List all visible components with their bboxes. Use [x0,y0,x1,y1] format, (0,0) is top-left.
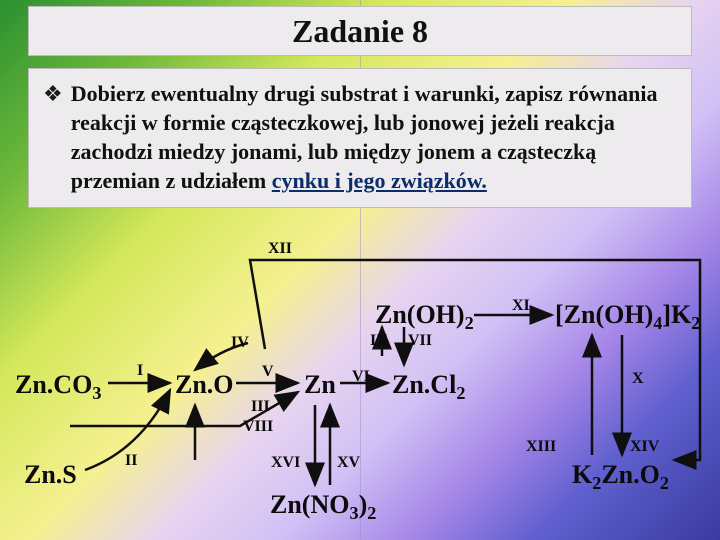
label-XI: XI [512,297,530,315]
label-II: II [125,452,137,470]
label-XII: XII [268,240,292,258]
body-box: ❖ Dobierz ewentualny drugi substrat i wa… [28,68,692,208]
label-VIII: VIII [243,418,273,436]
bullet-icon: ❖ [43,79,63,109]
label-VI: VI [352,368,370,386]
node-zn: Zn [304,370,336,400]
label-IV: IV [231,334,249,352]
label-V: V [262,363,274,381]
label-XVI: XVI [271,454,300,472]
label-VII: VII [408,332,432,350]
node-znoh4k2: [Zn(OH)4]K2 [555,300,700,334]
node-zno: Zn.O [175,370,234,400]
node-k2zno2: K2Zn.O2 [572,460,669,494]
body-underline: cynku i jego związków. [272,168,487,193]
title: Zadanie 8 [292,13,428,50]
label-III: III [251,398,270,416]
label-IX: IX [370,332,388,350]
body-text: Dobierz ewentualny drugi substrat i waru… [71,79,677,195]
label-X: X [632,370,644,388]
node-znoh2: Zn(OH)2 [375,300,474,334]
label-XV: XV [337,454,360,472]
node-znco3: Zn.CO3 [15,370,101,404]
node-zncl2: Zn.Cl2 [392,370,465,404]
label-XIV: XIV [630,438,659,456]
title-box: Zadanie 8 [28,6,692,56]
diagram: Zn.CO3 Zn.O Zn Zn(OH)2 Zn.Cl2 [Zn(OH)4]K2 K2Zn… [10,220,710,530]
label-XIII: XIII [526,438,556,456]
label-I: I [137,362,143,380]
node-zns: Zn.S [24,460,77,490]
node-znno32: Zn(NO3)2 [270,490,376,524]
